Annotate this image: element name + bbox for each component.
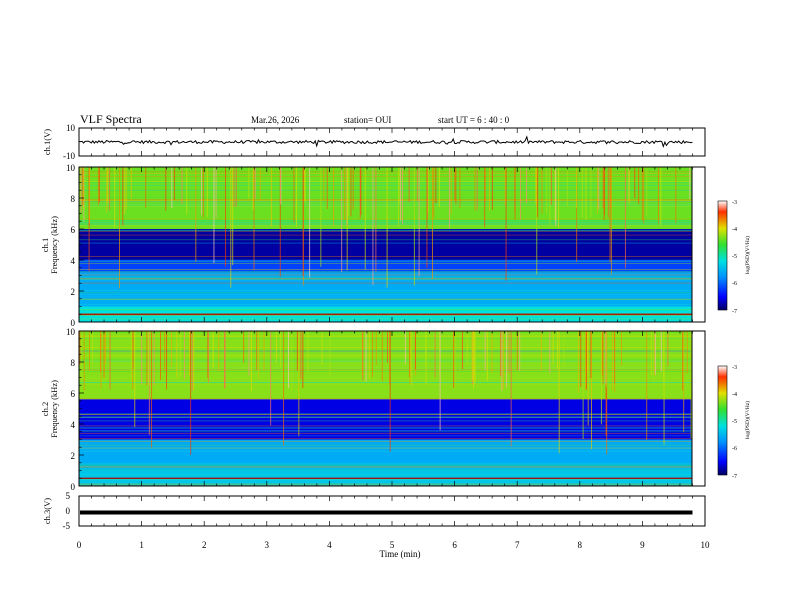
ch2-spec-ytick-6: 6 bbox=[71, 389, 76, 399]
ch1-spec-ylabel-frequency: Frequency (kHz) bbox=[49, 216, 59, 274]
ch2-spec-ylabel-frequency: Frequency (kHz) bbox=[49, 380, 59, 438]
ch1-waveform-line bbox=[78, 135, 693, 149]
ch3-ytick-m5: -5 bbox=[63, 521, 71, 531]
x-tick-label-10: 10 bbox=[701, 540, 711, 550]
spec2-band-2 bbox=[79, 399, 693, 440]
ch1-ylabel: ch.1(V) bbox=[42, 129, 52, 155]
x-tick-label-8: 8 bbox=[578, 540, 583, 550]
spec2-band-3 bbox=[79, 331, 693, 400]
ch1-x-ticks bbox=[78, 128, 706, 156]
x-axis-tick-labels: 0 1 2 3 4 5 6 7 8 9 10 bbox=[77, 540, 710, 550]
ch1-colorbar: -3 -4 -5 -6 -7 log(PSD)(V²/Hz) bbox=[717, 200, 751, 315]
spec1-band-1 bbox=[79, 272, 693, 307]
ch1-spec-ytick-10: 10 bbox=[66, 163, 76, 173]
ch3-ylabel: ch.3(V) bbox=[42, 498, 52, 524]
ch1-cbar-tick-m5: -5 bbox=[732, 254, 737, 260]
ch1-waveform-panel: 10 -10 ch.1(V) bbox=[42, 123, 706, 161]
ch2-colorbar: -3 -4 -5 -6 -7 log(PSD)(V²/Hz) bbox=[717, 365, 751, 480]
ch3-x-ticks bbox=[78, 496, 706, 526]
ch2-cbar-tick-m3: -3 bbox=[732, 365, 737, 371]
ch1-cbar-tick-m7: -7 bbox=[732, 309, 737, 315]
ch1-spectrogram-panel: 10 8 6 4 2 0 ch.1 Frequency (kHz) -3 -4 … bbox=[40, 163, 751, 328]
ch2-cbar-tick-m5: -5 bbox=[732, 419, 737, 425]
x-axis-label: Time (min) bbox=[380, 549, 421, 559]
start-time-label: start UT = 6 : 40 : 0 bbox=[438, 115, 510, 125]
x-tick-label-2: 2 bbox=[202, 540, 207, 550]
x-tick-label-1: 1 bbox=[139, 540, 144, 550]
station-label: station= OUI bbox=[344, 115, 391, 125]
x-tick-label-4: 4 bbox=[327, 540, 332, 550]
ch2-spectrogram-image bbox=[79, 331, 693, 486]
ch1-spec-ytick-8: 8 bbox=[71, 194, 76, 204]
ch1-spec-ytick-0: 0 bbox=[71, 318, 76, 328]
ch2-spec-ytick-10: 10 bbox=[66, 327, 76, 337]
figure-title: VLF Spectra bbox=[80, 112, 142, 126]
x-tick-label-5: 5 bbox=[390, 540, 395, 550]
ch2-cbar-label: log(PSD)(V²/Hz) bbox=[744, 401, 751, 439]
spec1-band-2 bbox=[79, 260, 693, 273]
ch2-spectrogram-panel: 10 8 6 4 2 0 ch.2 Frequency (kHz) -3 -4 … bbox=[40, 327, 751, 492]
ch2-cbar-tick-m7: -7 bbox=[732, 474, 737, 480]
ch1-ytick-bottom: -10 bbox=[63, 151, 75, 161]
ch3-ytick-5: 5 bbox=[66, 491, 71, 501]
ch3-ytick-0: 0 bbox=[66, 506, 71, 516]
ch1-spec-ylabel-channel: ch.1 bbox=[40, 238, 50, 252]
ch1-spec-ytick-6: 6 bbox=[71, 225, 76, 235]
x-tick-label-3: 3 bbox=[265, 540, 270, 550]
date-label: Mar.26, 2026 bbox=[251, 115, 300, 125]
ch2-cbar-tick-m4: -4 bbox=[732, 392, 737, 398]
ch2-spec-ylabel-channel: ch.2 bbox=[40, 402, 50, 416]
ch2-spectrogram-axes bbox=[78, 330, 706, 487]
spec1-band-4 bbox=[79, 167, 693, 229]
ch1-cbar-tick-m3: -3 bbox=[732, 200, 737, 206]
ch1-cbar-tick-m6: -6 bbox=[732, 281, 737, 287]
ch2-cbar-tick-m6: -6 bbox=[732, 446, 737, 452]
ch1-ytick-top: 10 bbox=[66, 123, 76, 133]
ch2-spec-ytick-4: 4 bbox=[71, 420, 76, 430]
ch1-spectrogram-image bbox=[79, 167, 693, 322]
spec2-band-1 bbox=[79, 439, 693, 471]
spec1-band-3 bbox=[79, 229, 693, 260]
x-tick-label-6: 6 bbox=[452, 540, 457, 550]
ch1-spec-ytick-2: 2 bbox=[71, 287, 76, 297]
ch1-spectrogram-axes bbox=[78, 166, 706, 323]
ch2-spec-ytick-8: 8 bbox=[71, 358, 76, 368]
x-tick-label-7: 7 bbox=[515, 540, 520, 550]
ch1-cbar-label: log(PSD)(V²/Hz) bbox=[744, 236, 751, 274]
ch1-cbar-tick-m4: -4 bbox=[732, 227, 737, 233]
ch2-spec-ytick-2: 2 bbox=[71, 451, 76, 461]
x-tick-label-9: 9 bbox=[640, 540, 645, 550]
x-tick-label-0: 0 bbox=[77, 540, 82, 550]
ch2-spec-ytick-0: 0 bbox=[71, 482, 76, 492]
ch3-waveform-panel: 5 0 -5 ch.3(V) bbox=[42, 491, 706, 531]
ch1-spec-ytick-4: 4 bbox=[71, 256, 76, 266]
